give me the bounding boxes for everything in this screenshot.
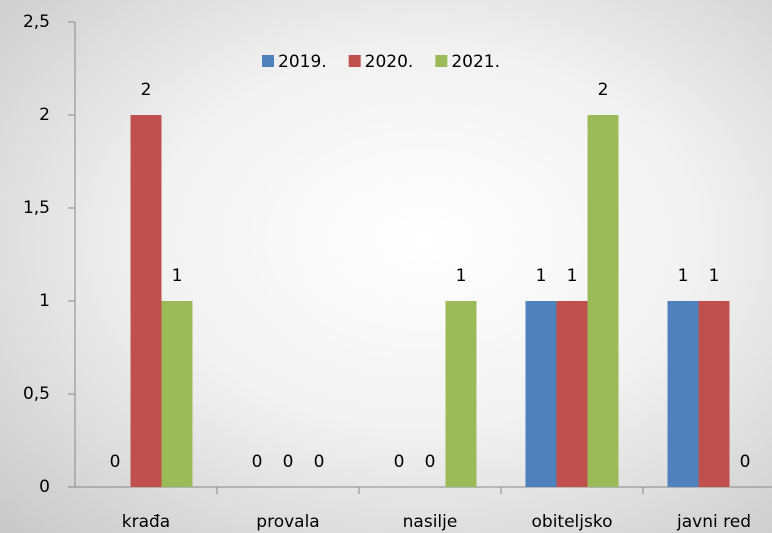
data-label: 0 [425, 452, 436, 472]
data-label: 0 [394, 452, 405, 472]
data-label: 1 [678, 266, 689, 286]
x-tick-label: provala [256, 512, 319, 532]
legend-swatch [435, 55, 448, 67]
bar [587, 115, 619, 487]
bar [445, 301, 477, 487]
y-tick-label: 1,5 [23, 198, 50, 218]
bar [667, 301, 699, 487]
x-tick-label: obiteljsko [532, 512, 613, 532]
data-label: 0 [740, 452, 751, 472]
bar [525, 301, 557, 487]
legend-swatch [348, 55, 361, 67]
y-tick-label: 2 [39, 105, 50, 125]
x-tick-label: nasilje [403, 512, 458, 532]
y-tick-label: 0,5 [23, 384, 50, 404]
data-label: 0 [110, 452, 121, 472]
bar [556, 301, 588, 487]
legend-label: 2020. [365, 52, 414, 72]
x-tick-label: javni red [676, 512, 751, 532]
legend-swatch [262, 55, 274, 67]
legend-label: 2021. [451, 52, 500, 72]
y-tick-label: 2,5 [23, 12, 50, 32]
data-label: 2 [598, 80, 609, 100]
data-label: 1 [709, 266, 720, 286]
bar [698, 301, 730, 487]
data-label: 0 [314, 452, 325, 472]
y-tick-label: 0 [39, 477, 50, 497]
bar [130, 115, 162, 487]
x-tick-label: krađa [122, 512, 170, 532]
bar [161, 301, 193, 487]
data-label: 2 [141, 80, 152, 100]
legend-label: 2019. [278, 52, 327, 72]
data-label: 0 [283, 452, 294, 472]
data-label: 1 [172, 266, 183, 286]
data-label: 1 [536, 266, 547, 286]
data-label: 1 [456, 266, 467, 286]
data-label: 1 [567, 266, 578, 286]
data-label: 0 [252, 452, 263, 472]
y-tick-label: 1 [39, 291, 50, 311]
